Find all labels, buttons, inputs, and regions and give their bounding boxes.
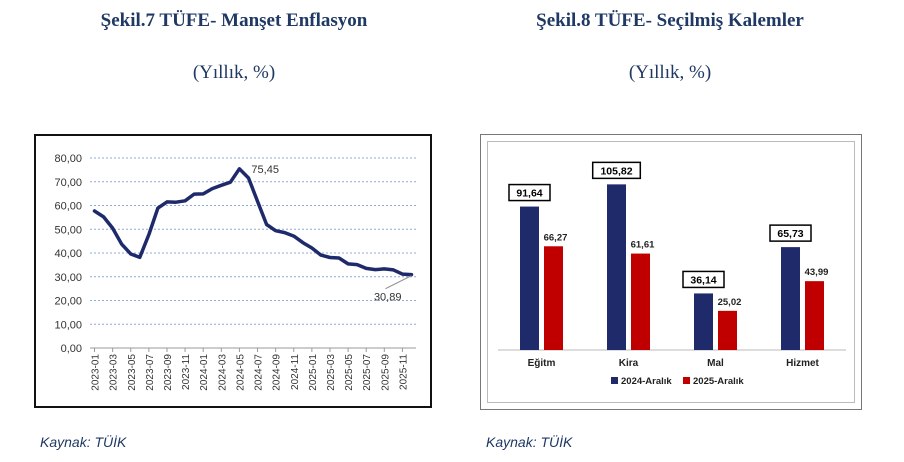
bar-chart-plot-frame: 91,64 66,27 Eğitm 105,82 61,61 Kira 36,14 25,02…	[487, 141, 855, 403]
data-label-2025: 25,02	[718, 297, 742, 308]
x-tick-label: 2024-07	[254, 354, 265, 391]
x-tick-label: 2025-01	[308, 354, 319, 391]
y-tick-label: 30,00	[54, 272, 82, 284]
bar-2024	[607, 184, 626, 350]
bar-2025	[718, 310, 737, 350]
right-chart-subtitle: (Yıllık, %)	[628, 62, 712, 83]
y-tick-label: 10,00	[54, 319, 82, 331]
x-tick-label: 2025-05	[344, 354, 355, 391]
legend-label-2025: 2025-Aralık	[693, 376, 744, 387]
legend-swatch-2025	[683, 377, 690, 384]
x-tick-label: 2023-07	[145, 354, 156, 391]
x-tick-label: 2023-11	[181, 354, 192, 390]
bar-2025	[631, 253, 650, 350]
y-tick-label: 50,00	[54, 224, 82, 236]
data-label-2024: 91,64	[516, 188, 542, 200]
data-label-2024: 36,14	[690, 274, 716, 286]
bar-chart-panel: 91,64 66,27 Eğitm 105,82 61,61 Kira 36,14 25,02…	[480, 134, 862, 410]
left-chart-title: Şekil.7 TÜFE- Manşet Enflasyon	[100, 10, 368, 31]
bar-2024	[520, 206, 539, 350]
x-tick-label: 2024-09	[272, 354, 283, 391]
category-label: Mal	[707, 358, 724, 369]
data-label-2024: 65,73	[777, 228, 803, 240]
bar-2025	[544, 246, 563, 350]
x-tick-label: 2025-03	[326, 354, 337, 391]
left-chart-subtitle: (Yıllık, %)	[192, 62, 276, 83]
data-label-2024: 105,82	[600, 165, 632, 177]
category-label: Hizmet	[786, 358, 819, 369]
y-tick-label: 60,00	[54, 201, 82, 213]
data-label-box	[769, 224, 812, 242]
x-tick-label: 2024-11	[290, 354, 301, 390]
right-chart-title: Şekil.8 TÜFE- Seçilmiş Kalemler	[536, 10, 804, 31]
legend-swatch-2024	[611, 377, 618, 384]
right-source-note: Kaynak: TÜİK	[486, 434, 573, 450]
data-label-box	[591, 161, 642, 180]
x-tick-label: 2023-01	[91, 354, 102, 391]
x-tick-label: 2025-11	[398, 354, 409, 390]
line-chart: 0,00 10,00 20,00 30,00 40,00 50,00 60,00 70,00 8…	[54, 153, 416, 391]
x-tick-label: 2023-09	[163, 354, 174, 391]
bar-2024	[781, 247, 800, 350]
left-source-note: Kaynak: TÜİK	[40, 434, 127, 450]
x-tick-label: 2023-05	[127, 354, 138, 391]
peak-value-label: 75,45	[251, 164, 279, 176]
last-value-leader-line	[385, 275, 412, 290]
x-tick-label: 2024-03	[217, 354, 228, 391]
x-tick-label: 2025-09	[380, 354, 391, 391]
inflation-line	[92, 167, 414, 277]
data-label-box	[682, 270, 725, 289]
legend-label-2024: 2024-Aralık	[621, 376, 672, 387]
category-label: Eğitm	[528, 358, 556, 369]
y-tick-label: 20,00	[54, 296, 82, 308]
y-tick-label: 0,00	[61, 343, 82, 355]
bar-chart: 91,64 66,27 Eğitm 105,82 61,61 Kira 36,1425,02…	[498, 161, 846, 387]
y-tick-label: 70,00	[54, 177, 82, 189]
line-chart-panel: 0,00 10,00 20,00 30,00 40,00 50,00 60,00 70,00 8…	[34, 134, 432, 408]
category-label: Kira	[619, 358, 639, 369]
last-value-label: 30,89	[374, 292, 402, 304]
data-label-2025: 43,99	[805, 267, 829, 278]
x-tick-label: 2023-03	[109, 354, 120, 391]
x-tick-label: 2024-05	[235, 354, 246, 391]
x-tick-label: 2024-01	[199, 354, 210, 391]
data-label-box	[508, 183, 551, 202]
bar-2024	[694, 293, 713, 350]
x-tick-label: 2025-07	[362, 354, 373, 391]
data-label-2025: 66,27	[544, 232, 568, 243]
data-label-2025: 61,61	[631, 240, 655, 251]
y-tick-label: 40,00	[54, 248, 82, 260]
bar-2025	[805, 281, 824, 350]
y-tick-label: 80,00	[54, 153, 82, 165]
